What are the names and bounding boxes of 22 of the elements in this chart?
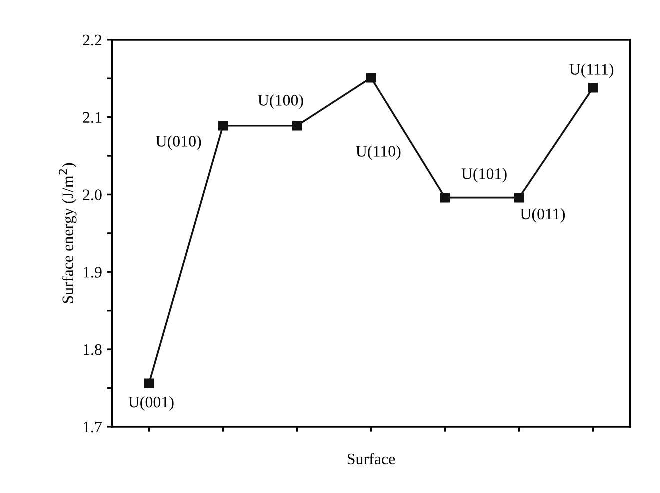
point xyxy=(218,120,228,131)
point xyxy=(366,73,376,83)
y-tick-label: 2.0 xyxy=(83,190,102,201)
annotation: U(110) xyxy=(356,146,401,160)
point xyxy=(588,83,598,93)
y-axis-title: Surface energy (J/m$^{2}$) xyxy=(58,163,77,304)
y-tick-label: 1.8 xyxy=(84,344,102,356)
point xyxy=(292,120,302,131)
x-axis-title: Surface xyxy=(348,453,396,465)
annotation: U(001) xyxy=(128,396,174,411)
y-tick-label: 1.7 xyxy=(84,422,102,433)
annotation: U(010) xyxy=(156,136,202,150)
annotation: U(011) xyxy=(520,208,566,223)
y-tick-label: 2.1 xyxy=(83,112,102,124)
y-tick-label: 2.2 xyxy=(83,34,102,46)
annotation: U(100) xyxy=(258,94,304,110)
point xyxy=(440,192,450,203)
point xyxy=(144,378,154,388)
annotation: U(101) xyxy=(462,168,507,183)
y-tick-label: 1.9 xyxy=(84,267,102,278)
annotation: U(111) xyxy=(570,64,614,78)
point xyxy=(514,192,524,203)
